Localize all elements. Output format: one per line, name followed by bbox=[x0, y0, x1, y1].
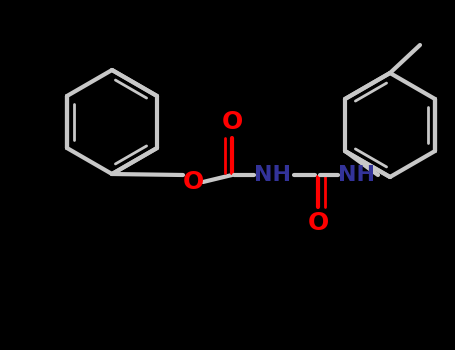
Text: O: O bbox=[308, 211, 329, 235]
Text: O: O bbox=[222, 110, 243, 134]
Text: NH: NH bbox=[338, 165, 374, 185]
Text: O: O bbox=[182, 170, 204, 194]
Text: NH: NH bbox=[253, 165, 290, 185]
